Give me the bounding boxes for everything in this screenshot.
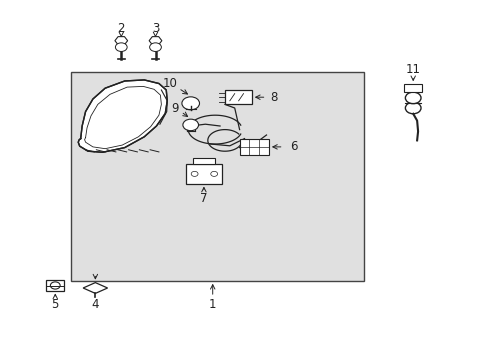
Polygon shape — [83, 283, 107, 293]
Circle shape — [115, 43, 127, 51]
Circle shape — [183, 119, 198, 131]
Text: 6: 6 — [289, 140, 297, 153]
Bar — [185, 164, 222, 184]
Text: 3: 3 — [151, 22, 159, 35]
Circle shape — [149, 43, 161, 51]
Bar — [224, 90, 251, 104]
Circle shape — [405, 102, 420, 114]
Polygon shape — [115, 37, 127, 45]
Circle shape — [182, 97, 199, 110]
Circle shape — [405, 92, 420, 104]
Text: 10: 10 — [163, 77, 177, 90]
Text: 11: 11 — [405, 63, 420, 76]
Bar — [193, 158, 215, 164]
Bar — [239, 139, 268, 155]
Bar — [71, 72, 364, 281]
Text: 8: 8 — [269, 91, 277, 104]
Bar — [404, 84, 421, 92]
Text: 7: 7 — [200, 192, 207, 204]
Circle shape — [50, 282, 60, 289]
Text: 9: 9 — [171, 102, 179, 114]
Text: 2: 2 — [117, 22, 125, 35]
Text: 1: 1 — [208, 298, 216, 311]
Polygon shape — [78, 80, 167, 152]
Text: 5: 5 — [51, 298, 59, 311]
Bar — [46, 280, 64, 291]
Circle shape — [191, 171, 198, 176]
Text: 4: 4 — [91, 298, 99, 311]
Polygon shape — [149, 37, 162, 45]
Circle shape — [210, 171, 217, 176]
